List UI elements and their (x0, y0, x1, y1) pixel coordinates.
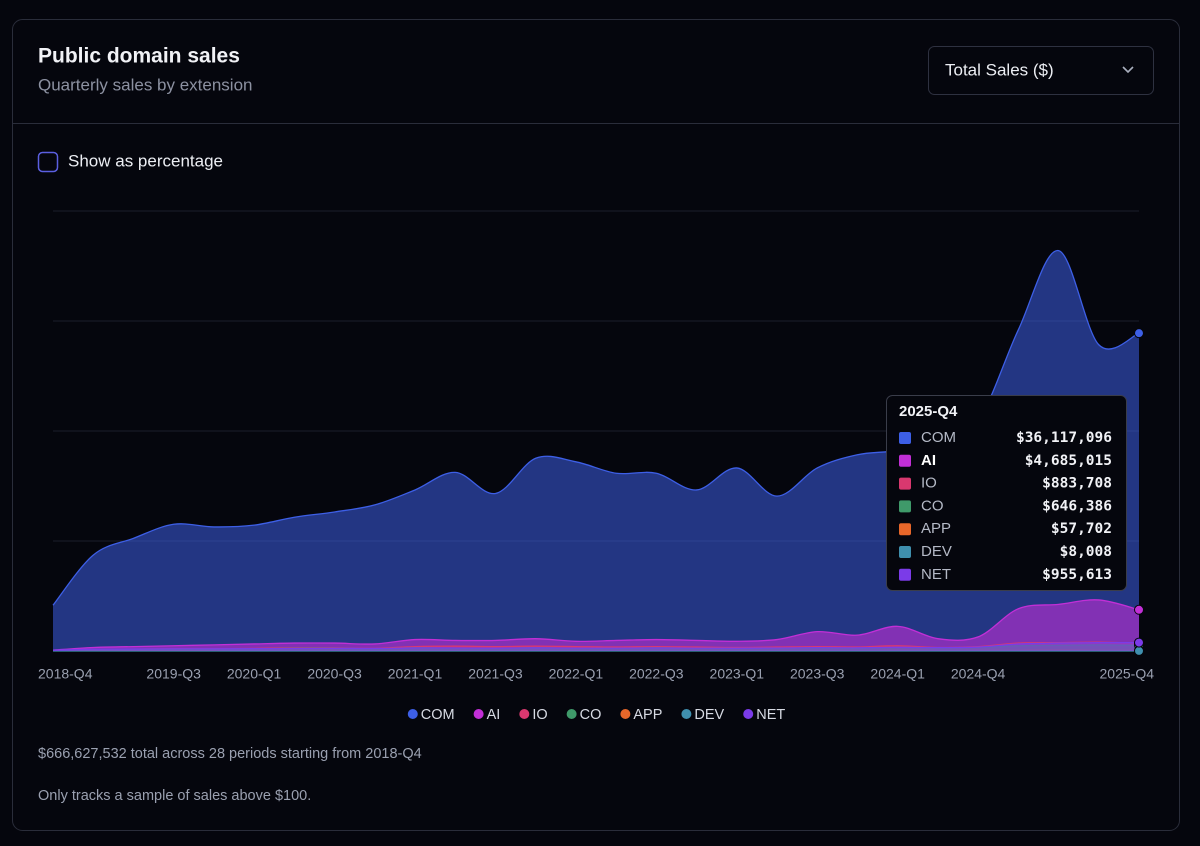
tooltip-name: APP (921, 520, 951, 537)
legend-item: DEV (681, 707, 725, 723)
tooltip-swatch (899, 454, 911, 467)
x-tick-label: 2018-Q4 (38, 666, 93, 682)
legend-swatch (519, 709, 530, 719)
tooltip-value: $646,386 (1042, 498, 1112, 514)
x-tick-label: 2025-Q4 (1100, 666, 1155, 682)
x-tick-label: 2021-Q1 (388, 666, 443, 682)
x-tick-label: 2021-Q3 (468, 666, 523, 682)
tooltip-swatch (899, 568, 911, 581)
x-tick-label: 2019-Q3 (146, 666, 201, 682)
x-tick-label: 2020-Q3 (307, 666, 362, 682)
tooltip-name: AI (921, 452, 936, 469)
area (53, 250, 1139, 651)
legend-item: IO (519, 707, 548, 723)
legend-swatch (473, 709, 484, 719)
legend-swatch (681, 709, 692, 719)
legend-swatch (620, 709, 631, 719)
x-tick-label: 2020-Q1 (227, 666, 282, 682)
tooltip-title: 2025-Q4 (899, 403, 958, 420)
tooltip-swatch (899, 546, 911, 558)
x-tick-label: 2024-Q4 (951, 666, 1006, 682)
dropdown-box[interactable] (928, 46, 1154, 95)
end-dot (1134, 328, 1144, 339)
tooltip-name: COM (921, 429, 956, 446)
area (53, 599, 1139, 651)
legend: COM AI IO CO APP DEV NET (407, 707, 785, 723)
footer-note: Only tracks a sample of sales above $100… (38, 788, 311, 804)
legend-swatch (566, 709, 577, 719)
end-dot (1134, 604, 1144, 615)
legend-label: AI (487, 707, 501, 723)
dropdown-label[interactable]: Total Sales ($) (945, 60, 1054, 79)
x-tick-label: 2024-Q1 (870, 666, 925, 682)
tooltip-value: $36,117,096 (1016, 430, 1112, 446)
area-line (52, 641, 1140, 651)
footer-summary: $666,627,532 total across 28 periods sta… (38, 746, 422, 762)
tooltip-value: $4,685,015 (1025, 453, 1112, 469)
x-tick-label: 2023-Q1 (710, 666, 765, 682)
x-tick-label: 2022-Q3 (629, 666, 684, 682)
tooltip-name: DEV (921, 543, 952, 560)
end-dot (1134, 645, 1144, 656)
legend-label: CO (580, 707, 602, 723)
tooltip-value: $955,613 (1042, 567, 1112, 583)
tooltip-value: $883,708 (1042, 476, 1112, 492)
legend-label: IO (532, 707, 547, 723)
legend-item: APP (620, 707, 662, 723)
legend-swatch (407, 709, 418, 719)
legend-item: CO (566, 707, 602, 723)
legend-item: NET (743, 707, 785, 723)
legend-item: AI (473, 707, 501, 723)
legend-item: COM (407, 707, 455, 723)
tooltip-name: CO (921, 497, 944, 514)
x-tick-label: 2023-Q3 (790, 666, 845, 682)
legend-label: APP (633, 707, 662, 723)
tooltip-box (886, 395, 1127, 591)
x-tick-label: 2022-Q1 (549, 666, 604, 682)
dropdown-chevron (1122, 66, 1134, 74)
legend-label: DEV (694, 707, 724, 723)
checkbox-label[interactable]: Show as percentage (68, 151, 223, 170)
legend-label: COM (421, 707, 455, 723)
tooltip-swatch (899, 500, 911, 513)
tooltip-swatch (899, 432, 911, 444)
end-dot (1134, 637, 1144, 648)
legend-label: NET (756, 707, 785, 723)
tooltip-name: NET (921, 566, 951, 583)
tooltip-name: IO (921, 475, 937, 492)
tooltip-value: $8,008 (1060, 544, 1112, 560)
tooltip-value: $57,702 (1051, 521, 1112, 537)
card-subtitle: Quarterly sales by extension (38, 75, 253, 94)
area-line (52, 599, 1140, 651)
card-title: Public domain sales (38, 45, 240, 68)
legend-swatch (743, 709, 754, 719)
tooltip: 2025-Q4 COM $36,117,096 AI $4,685,015 IO $883,… (886, 395, 1127, 591)
checkbox[interactable]: Show as percentage (37, 151, 224, 173)
tooltip-swatch (899, 523, 911, 536)
checkbox-box[interactable] (37, 151, 59, 173)
dropdown[interactable]: Total Sales ($) (928, 46, 1154, 95)
tooltip-swatch (899, 477, 911, 490)
